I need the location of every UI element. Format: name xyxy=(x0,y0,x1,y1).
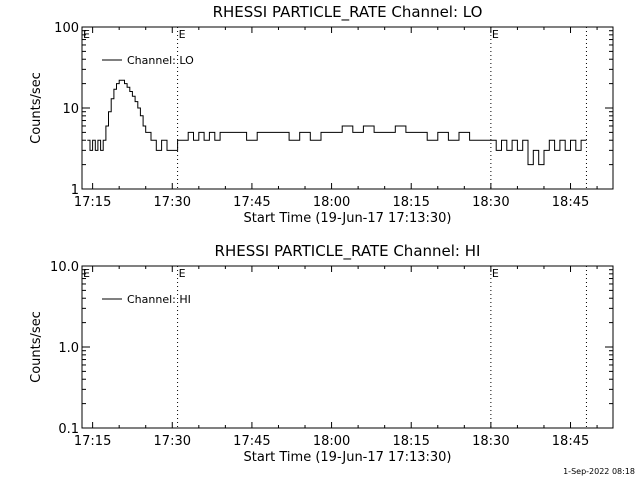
y-axis-label: Counts/sec xyxy=(29,311,44,383)
footer-timestamp: 1-Sep-2022 08:18 xyxy=(563,467,635,476)
chart-title: RHESSI PARTICLE_RATE Channel: HI xyxy=(215,242,481,261)
start-marker-label: E xyxy=(83,28,90,41)
x-axis-label: Start Time (19-Jun-17 17:13:30) xyxy=(244,450,452,465)
x-tick-label: 17:45 xyxy=(233,434,270,449)
y-axis-label: Counts/sec xyxy=(29,72,44,144)
y-tick-label: 1.0 xyxy=(58,341,79,356)
chart-title: RHESSI PARTICLE_RATE Channel: LO xyxy=(213,3,483,22)
legend-label: Channel: HI xyxy=(127,293,191,306)
panel-hi: RHESSI PARTICLE_RATE Channel: HI 17:15 17:… xyxy=(29,242,614,465)
y-tick-label: 10 xyxy=(62,102,79,117)
x-tick-label: 17:30 xyxy=(154,195,191,210)
x-tick-label: 18:30 xyxy=(472,195,509,210)
y-tick-label: 1 xyxy=(71,183,79,198)
x-tick-label: 18:45 xyxy=(552,195,589,210)
legend-label: Channel: LO xyxy=(127,54,194,67)
event-marker-label: E xyxy=(492,28,499,41)
x-tick-label: 18:45 xyxy=(552,434,589,449)
start-marker-label: E xyxy=(83,267,90,280)
y-tick-label: 0.1 xyxy=(58,422,79,437)
x-tick-label: 17:15 xyxy=(74,195,111,210)
event-marker-label: E xyxy=(179,28,186,41)
plot-frame xyxy=(81,265,614,429)
event-marker-label: E xyxy=(179,267,186,280)
x-tick-label: 18:00 xyxy=(313,195,350,210)
event-marker-label: E xyxy=(492,267,499,280)
x-tick-label: 18:15 xyxy=(392,195,429,210)
x-tick-label: 18:00 xyxy=(313,434,350,449)
x-axis-label: Start Time (19-Jun-17 17:13:30) xyxy=(244,211,452,226)
y-tick-label: 10.0 xyxy=(50,260,79,275)
x-tick-label: 18:15 xyxy=(392,434,429,449)
x-tick-label: 17:15 xyxy=(74,434,111,449)
x-tick-label: 18:30 xyxy=(472,434,509,449)
x-tick-label: 17:30 xyxy=(154,434,191,449)
panel-lo: RHESSI PARTICLE_RATE Channel: LO 17:15 17:… xyxy=(29,3,614,226)
x-tick-label: 17:45 xyxy=(233,195,270,210)
series-line xyxy=(87,79,587,166)
y-tick-label: 100 xyxy=(54,21,79,36)
